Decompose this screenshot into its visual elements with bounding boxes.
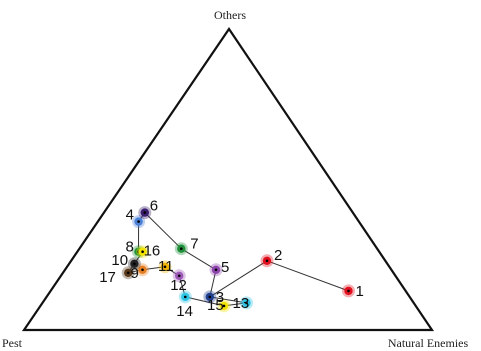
ternary-triangle-frame <box>21 27 435 332</box>
point-center-6 <box>143 211 147 214</box>
point-label-12: 12 <box>170 277 187 294</box>
point-label-17: 17 <box>99 269 116 286</box>
trajectory-segment-13-3 <box>209 296 247 304</box>
vertex-label-natural-enemies: Natural Enemies <box>388 336 469 350</box>
point-label-1: 1 <box>356 283 364 300</box>
point-center-7 <box>180 247 183 250</box>
point-label-11: 11 <box>158 258 174 275</box>
point-label-2: 2 <box>274 247 282 264</box>
point-center-1 <box>347 289 350 293</box>
point-center-13 <box>245 301 248 305</box>
point-center-12 <box>177 274 181 278</box>
point-center-4 <box>137 220 140 223</box>
point-label-13: 13 <box>233 295 250 312</box>
point-label-6: 6 <box>150 198 158 215</box>
point-center-11 <box>163 265 167 269</box>
vertex-label-others: Others <box>214 8 246 22</box>
point-label-3: 3 <box>216 289 224 306</box>
point-center-10 <box>133 262 136 266</box>
point-center-3 <box>208 295 212 299</box>
vertex-label-pest: Pest <box>2 336 23 350</box>
point-label-15: 15 <box>207 297 224 314</box>
point-label-14: 14 <box>176 303 193 320</box>
point-label-4: 4 <box>126 207 134 224</box>
point-center-15 <box>222 304 226 308</box>
trajectory-segment-5-7 <box>181 248 217 271</box>
point-center-14 <box>184 295 187 299</box>
trajectory-segment-14-15 <box>185 296 225 307</box>
point-center-16 <box>141 250 144 253</box>
point-label-16: 16 <box>144 243 161 260</box>
point-center-9 <box>141 268 144 272</box>
point-label-9: 9 <box>131 265 139 282</box>
point-label-8: 8 <box>126 239 134 256</box>
trajectory-segment-3-5 <box>209 269 217 298</box>
trajectory-segment-7-6 <box>144 212 182 250</box>
point-label-5: 5 <box>221 259 229 276</box>
point-center-17 <box>126 271 130 275</box>
point-center-5 <box>214 268 218 272</box>
data-points <box>121 206 355 313</box>
point-label-10: 10 <box>111 252 128 269</box>
point-label-7: 7 <box>190 236 198 253</box>
trajectory-segment-2-3 <box>209 260 268 298</box>
point-center-2 <box>265 259 269 263</box>
trajectory-segment-1-2 <box>266 260 349 292</box>
